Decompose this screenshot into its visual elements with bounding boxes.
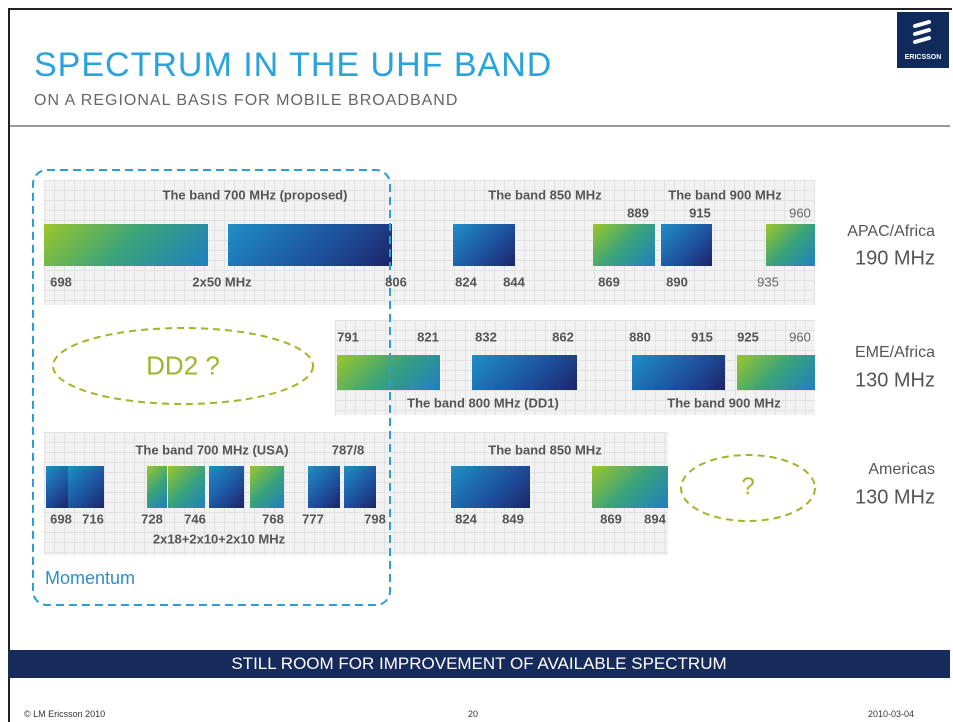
region-name: Americas [868, 461, 935, 478]
region-name: EME/Africa [854, 344, 935, 361]
logo: ERICSSON [897, 12, 949, 68]
spectrum-block [46, 466, 68, 508]
spectrum-label: 824 [455, 274, 477, 290]
spectrum-label: The band 900 MHz [668, 187, 782, 203]
spectrum-block [737, 355, 815, 390]
spectrum-label: 894 [644, 511, 666, 527]
separator [10, 125, 950, 127]
spectrum-label: The band 850 MHz [488, 442, 602, 458]
footer-date: 2010-03-04 [868, 709, 915, 719]
dd2-note: DD2 ? [146, 350, 220, 381]
spectrum-block [44, 224, 208, 266]
logo-text: ERICSSON [904, 54, 942, 61]
spectrum-label: 798 [364, 511, 386, 527]
spectrum-label: 2x50 MHz [192, 274, 252, 290]
spectrum-label: 716 [82, 511, 104, 527]
spectrum-block [766, 224, 815, 266]
spectrum-label: The band 800 MHz (DD1) [407, 395, 559, 411]
spectrum-label: The band 850 MHz [488, 187, 602, 203]
spectrum-label: 832 [475, 329, 497, 345]
spectrum-block [209, 466, 244, 508]
spectrum-block [661, 224, 712, 266]
spectrum-block [308, 466, 340, 508]
spectrum-label: 935 [757, 274, 779, 290]
spectrum-label: 960 [789, 205, 811, 221]
spectrum-block [344, 466, 376, 508]
spectrum-label: 869 [600, 511, 622, 527]
banner: STILL ROOM FOR IMPROVEMENT OF AVAILABLE … [8, 650, 950, 678]
spectrum-label: 880 [629, 329, 651, 345]
question-ellipse [680, 454, 816, 522]
spectrum-label: 925 [737, 329, 759, 345]
spectrum-label: 806 [385, 274, 407, 290]
spectrum-label: The band 700 MHz (USA) [135, 442, 289, 458]
spectrum-block [168, 466, 205, 508]
question-note: ? [741, 473, 755, 500]
spectrum-label: 862 [552, 329, 574, 345]
spectrum-label: 915 [691, 329, 713, 345]
spectrum-label: 889 [627, 205, 649, 221]
region-total: 130 MHz [854, 486, 935, 509]
spectrum-label: 746 [184, 511, 206, 527]
dd2-ellipse [52, 327, 314, 405]
spectrum-block [68, 466, 104, 508]
spectrum-block [147, 466, 167, 508]
slide-frame [8, 8, 952, 722]
spectrum-label: 890 [666, 274, 688, 290]
spectrum-label: 728 [141, 511, 163, 527]
subtitle: ON A REGIONAL BASIS FOR MOBILE BROADBAND [34, 92, 459, 109]
footer-page: 20 [468, 709, 479, 719]
spectrum-label: 821 [417, 329, 439, 345]
title: SPECTRUM IN THE UHF BAND [34, 46, 553, 84]
spectrum-label: 824 [455, 511, 477, 527]
spectrum-label: 960 [789, 329, 811, 345]
spectrum-block [337, 355, 440, 390]
spectrum-block [453, 224, 515, 266]
spectrum-label: 698 [50, 274, 72, 290]
spectrum-label: 768 [262, 511, 284, 527]
region-total: 190 MHz [854, 247, 935, 270]
spectrum-block [593, 224, 655, 266]
spectrum-label: 698 [50, 511, 72, 527]
spectrum-label: The band 900 MHz [667, 395, 781, 411]
momentum-label: Momentum [45, 568, 136, 588]
region-total: 130 MHz [854, 369, 935, 392]
spectrum-label: 869 [598, 274, 620, 290]
spectrum-label: The band 700 MHz (proposed) [162, 187, 348, 203]
spectrum-block [228, 224, 392, 266]
region-name: APAC/Africa [847, 223, 935, 240]
spectrum-label: 777 [302, 511, 324, 527]
spectrum-label: 791 [337, 329, 359, 345]
spectrum-block [472, 355, 577, 390]
spectrum-label: 849 [502, 511, 524, 527]
spectrum-label: 787/8 [331, 442, 365, 458]
spectrum-label: 2x18+2x10+2x10 MHz [152, 531, 286, 547]
logo-mark [913, 20, 931, 44]
spectrum-block [592, 466, 668, 508]
spectrum-label: 844 [503, 274, 525, 290]
spectrum-block [250, 466, 284, 508]
footer-copyright: © LM Ericsson 2010 [24, 709, 106, 719]
spectrum-block [451, 466, 530, 508]
spectrum-label: 915 [689, 205, 711, 221]
spectrum-block [632, 355, 725, 390]
